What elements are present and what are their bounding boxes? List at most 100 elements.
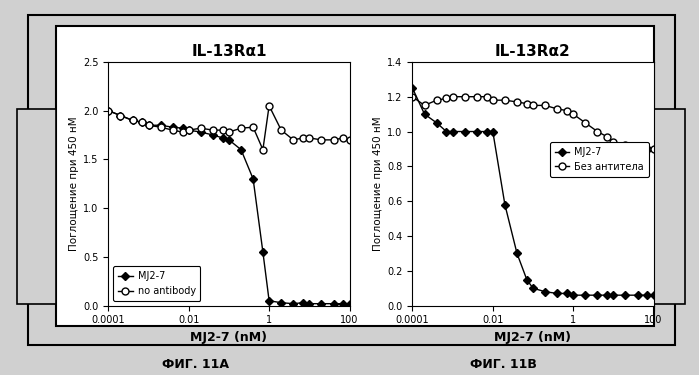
Без антитела xyxy=(461,94,469,99)
MJ2-7 xyxy=(528,286,537,291)
no antibody xyxy=(339,136,347,140)
MJ2-7 xyxy=(339,302,347,306)
MJ2-7 xyxy=(225,138,233,142)
Без антитела xyxy=(500,98,509,102)
Без антитела xyxy=(449,94,457,99)
MJ2-7 xyxy=(449,129,457,134)
MJ2-7 xyxy=(299,300,308,305)
Без антитела xyxy=(633,147,642,151)
MJ2-7 xyxy=(473,129,481,134)
MJ2-7 xyxy=(259,250,267,254)
Без антитела xyxy=(609,140,618,144)
Text: ФИГ. 11B: ФИГ. 11B xyxy=(470,357,537,370)
MJ2-7 xyxy=(523,277,531,282)
MJ2-7 xyxy=(289,302,298,306)
MJ2-7 xyxy=(621,293,630,297)
Без антитела xyxy=(528,103,537,108)
Без антитела xyxy=(489,98,497,102)
Без антитела xyxy=(643,147,651,151)
no antibody xyxy=(138,120,147,124)
Без антитела xyxy=(433,98,441,102)
no antibody xyxy=(289,138,298,142)
MJ2-7 xyxy=(329,302,338,306)
Y-axis label: Поглощение при 450 нМ: Поглощение при 450 нМ xyxy=(69,116,79,251)
MJ2-7 xyxy=(317,302,326,306)
MJ2-7 xyxy=(249,177,257,181)
MJ2-7 xyxy=(129,118,137,123)
Line: no antibody: no antibody xyxy=(105,102,353,153)
MJ2-7 xyxy=(461,129,469,134)
MJ2-7 xyxy=(482,129,491,134)
no antibody xyxy=(168,128,177,132)
no antibody xyxy=(345,138,354,142)
no antibody xyxy=(219,128,227,132)
Y-axis label: Поглощение при 450 нМ: Поглощение при 450 нМ xyxy=(373,116,383,251)
MJ2-7 xyxy=(157,123,165,128)
no antibody xyxy=(209,128,217,132)
Без антитела xyxy=(513,100,521,104)
Без антитела xyxy=(649,147,658,151)
Без антитела xyxy=(442,96,451,101)
MJ2-7 xyxy=(168,125,177,129)
Без антитела xyxy=(541,103,549,108)
Line: MJ2-7: MJ2-7 xyxy=(410,85,656,298)
MJ2-7 xyxy=(420,112,428,116)
no antibody xyxy=(317,138,326,142)
MJ2-7 xyxy=(643,293,651,297)
X-axis label: MJ2-7 (nM): MJ2-7 (nM) xyxy=(190,331,268,344)
Title: IL-13Rα2: IL-13Rα2 xyxy=(495,44,571,59)
Без антитела xyxy=(603,135,612,139)
MJ2-7 xyxy=(237,147,245,152)
MJ2-7 xyxy=(219,136,227,140)
Line: Без антитела: Без антитела xyxy=(409,93,657,152)
no antibody xyxy=(116,113,124,118)
MJ2-7 xyxy=(433,121,441,125)
MJ2-7 xyxy=(196,130,205,134)
MJ2-7 xyxy=(345,302,354,306)
no antibody xyxy=(249,125,257,129)
no antibody xyxy=(145,123,153,128)
Без антитела xyxy=(553,106,561,111)
X-axis label: MJ2-7 (nM): MJ2-7 (nM) xyxy=(494,331,572,344)
MJ2-7 xyxy=(500,202,509,207)
no antibody xyxy=(185,128,193,132)
Legend: MJ2-7, Без антитела: MJ2-7, Без антитела xyxy=(550,142,649,177)
MJ2-7 xyxy=(603,293,612,297)
no antibody xyxy=(237,126,245,130)
MJ2-7 xyxy=(553,291,561,296)
MJ2-7 xyxy=(265,298,273,303)
Без антитела xyxy=(593,129,602,134)
Без антитела xyxy=(408,94,417,99)
Без антитела xyxy=(563,108,571,113)
Legend: MJ2-7, no antibody: MJ2-7, no antibody xyxy=(113,266,201,301)
MJ2-7 xyxy=(178,126,187,130)
MJ2-7 xyxy=(185,128,193,132)
MJ2-7 xyxy=(541,290,549,294)
Text: ФИГ. 11A: ФИГ. 11A xyxy=(162,357,229,370)
Без антитела xyxy=(523,101,531,106)
MJ2-7 xyxy=(609,293,618,297)
no antibody xyxy=(259,147,267,152)
Без антитела xyxy=(420,103,428,108)
no antibody xyxy=(329,138,338,142)
MJ2-7 xyxy=(581,293,589,297)
no antibody xyxy=(265,104,273,108)
Без антитела xyxy=(581,121,589,125)
no antibody xyxy=(277,128,285,132)
Без антитела xyxy=(569,112,577,116)
no antibody xyxy=(305,136,313,140)
MJ2-7 xyxy=(209,133,217,137)
Line: MJ2-7: MJ2-7 xyxy=(106,108,352,306)
Без антитела xyxy=(482,94,491,99)
MJ2-7 xyxy=(408,86,417,90)
MJ2-7 xyxy=(277,300,285,305)
no antibody xyxy=(104,108,113,113)
MJ2-7 xyxy=(649,293,658,297)
Без антитела xyxy=(621,143,630,148)
MJ2-7 xyxy=(593,293,602,297)
Без антитела xyxy=(473,94,481,99)
MJ2-7 xyxy=(489,129,497,134)
no antibody xyxy=(196,126,205,130)
MJ2-7 xyxy=(563,291,571,296)
no antibody xyxy=(225,130,233,134)
